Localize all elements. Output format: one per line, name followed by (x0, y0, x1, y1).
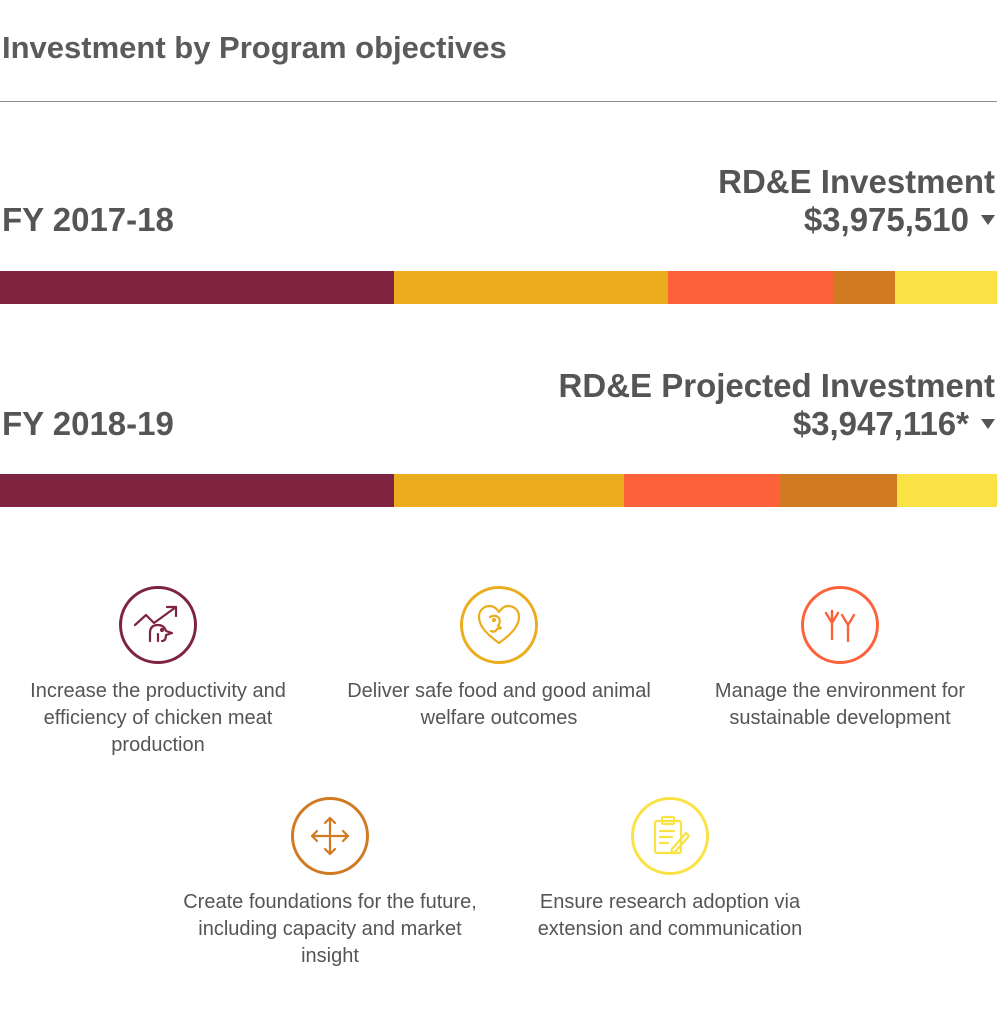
bar-segment-3 (624, 474, 780, 507)
investment-amount-2018: $3,947,116* (792, 405, 969, 442)
objective-label: Manage the environment for sustainable d… (714, 680, 966, 729)
bar-segment-5 (895, 271, 997, 304)
bar-segment-2 (394, 271, 668, 304)
investment-label-2018: RD&E Projected Investment (558, 367, 995, 404)
title-divider (0, 101, 997, 102)
sprout-icon (801, 586, 879, 664)
caret-down-icon[interactable] (981, 419, 995, 429)
investment-amount-2017: $3,975,510 (803, 201, 969, 238)
bar-segment-1 (0, 474, 394, 507)
bar-segment-4 (833, 271, 895, 304)
objective-label: Deliver safe food and good animal welfar… (347, 680, 651, 729)
objective-label: Ensure research adoption via extension a… (537, 891, 803, 940)
objective-label: Increase the productivity and efficiency… (30, 680, 286, 756)
investment-value-2018[interactable]: $3,947,116* (793, 405, 995, 443)
stacked-bar-2017 (0, 271, 997, 304)
bar-segment-4 (780, 474, 897, 507)
bar-segment-1 (0, 271, 394, 304)
objective-environment: Manage the environment for sustainable d… (685, 586, 995, 732)
objective-adoption: Ensure research adoption via extension a… (515, 797, 825, 943)
investment-label-2017: RD&E Investment (718, 163, 995, 200)
chicken-heart-icon (460, 586, 538, 664)
fy-label-2018: FY 2018-19 (2, 405, 174, 442)
objective-productivity: Increase the productivity and efficiency… (3, 586, 313, 759)
chicken-growth-icon (119, 586, 197, 664)
stacked-bar-2018 (0, 474, 997, 507)
fy-label-2017: FY 2017-18 (2, 201, 174, 238)
investment-value-2017[interactable]: $3,975,510 (804, 201, 995, 239)
objective-label: Create foundations for the future, inclu… (183, 891, 477, 967)
objective-safe-food: Deliver safe food and good animal welfar… (344, 586, 654, 732)
bar-segment-5 (897, 474, 997, 507)
caret-down-icon[interactable] (981, 215, 995, 225)
bar-segment-3 (668, 271, 833, 304)
move-arrows-icon (291, 797, 369, 875)
bar-segment-2 (394, 474, 624, 507)
page-title: Investment by Program objectives (2, 30, 507, 65)
objective-foundations: Create foundations for the future, inclu… (175, 797, 485, 970)
clipboard-pen-icon (631, 797, 709, 875)
